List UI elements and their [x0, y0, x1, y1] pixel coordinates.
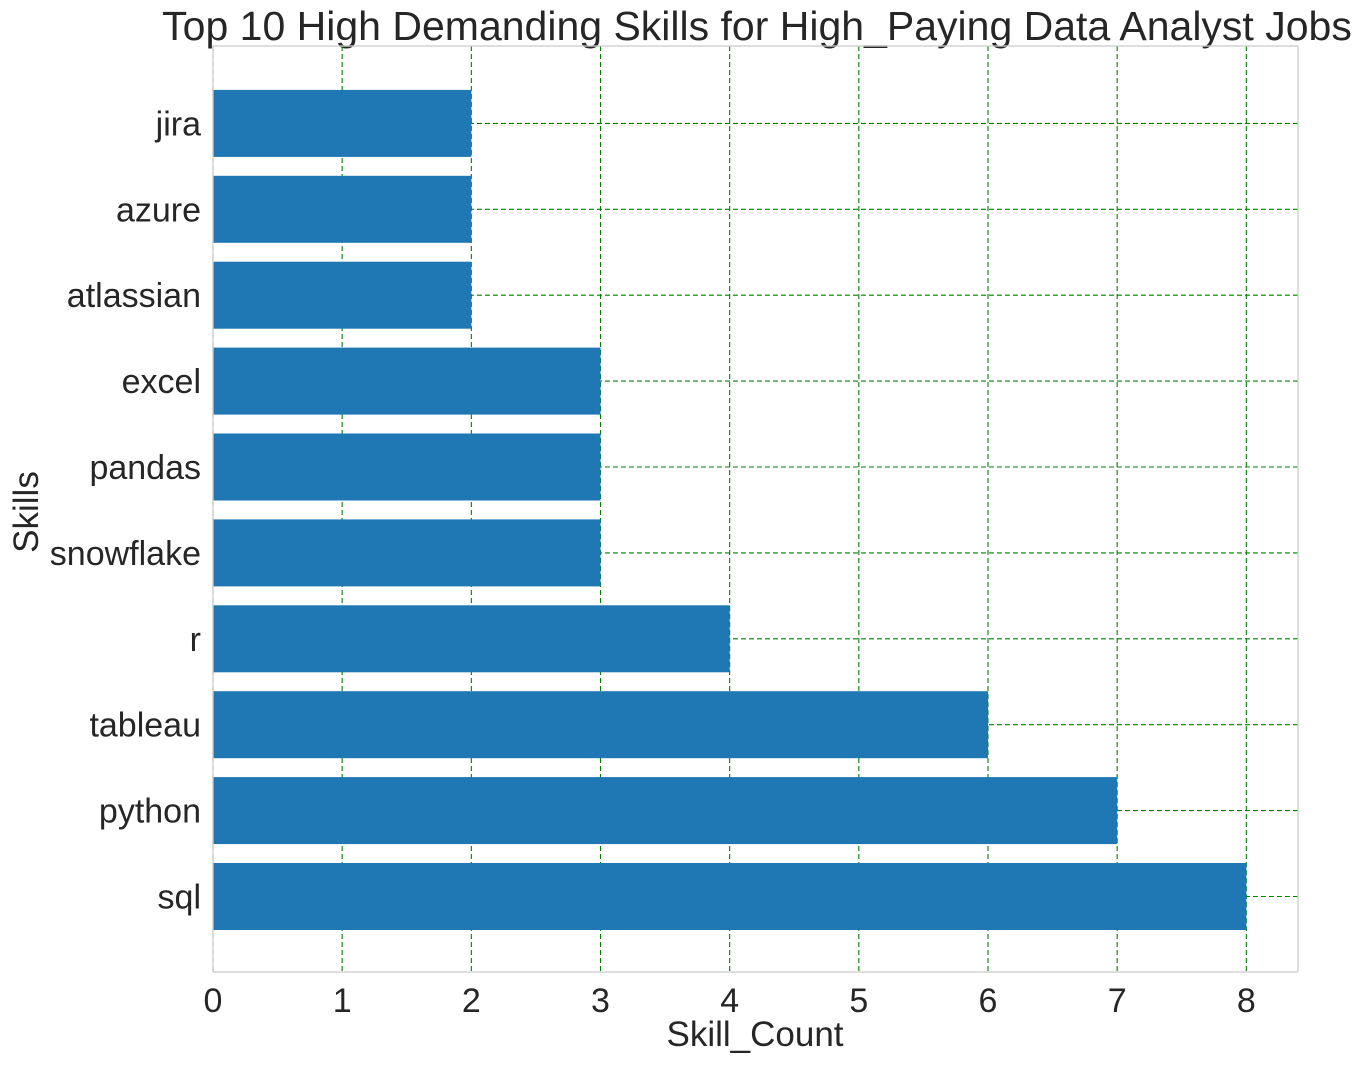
x-tick-label: 0: [204, 982, 223, 1020]
x-tick-label: 3: [591, 982, 610, 1020]
y-axis-label: Skills: [7, 471, 46, 553]
x-tick-label: 2: [462, 982, 481, 1020]
bar-r: [213, 605, 730, 673]
x-tick-labels: 0 1 2 3 4 5 6 7 8: [204, 982, 1256, 1020]
y-tick-label: atlassian: [67, 277, 201, 315]
plot-frame: [212, 45, 1299, 973]
bar-pandas: [213, 433, 601, 501]
chart-title: Top 10 High Demanding Skills for High_Pa…: [162, 3, 1352, 49]
x-tick-label: 6: [979, 982, 998, 1020]
x-tick-label: 1: [333, 982, 352, 1020]
x-tick-label: 5: [849, 982, 868, 1020]
x-axis-label: Skill_Count: [666, 1015, 843, 1054]
bars-layer: [213, 89, 1247, 930]
y-tick-label: tableau: [89, 707, 201, 745]
y-tick-label: pandas: [89, 449, 201, 487]
x-tick-label: 4: [720, 982, 739, 1020]
x-tick-label: 8: [1237, 982, 1256, 1020]
bar-python: [213, 777, 1118, 845]
y-tick-label: azure: [116, 191, 201, 229]
bar-sql: [213, 863, 1247, 930]
y-tick-label: snowflake: [50, 535, 201, 573]
y-tick-label: python: [99, 793, 201, 831]
y-tick-label: r: [190, 621, 201, 659]
y-tick-labels: sql python tableau r snowflake pandas excel atl…: [50, 105, 201, 916]
x-tick-label: 7: [1108, 982, 1127, 1020]
bar-jira: [213, 89, 472, 157]
bar-excel: [213, 347, 601, 415]
bar-tableau: [213, 691, 988, 759]
bar-azure: [213, 175, 472, 243]
y-tick-label: sql: [158, 879, 201, 917]
y-tick-label: jira: [155, 105, 201, 143]
y-tick-label: excel: [122, 363, 201, 401]
bar-atlassian: [213, 261, 472, 329]
bar-snowflake: [213, 519, 601, 587]
